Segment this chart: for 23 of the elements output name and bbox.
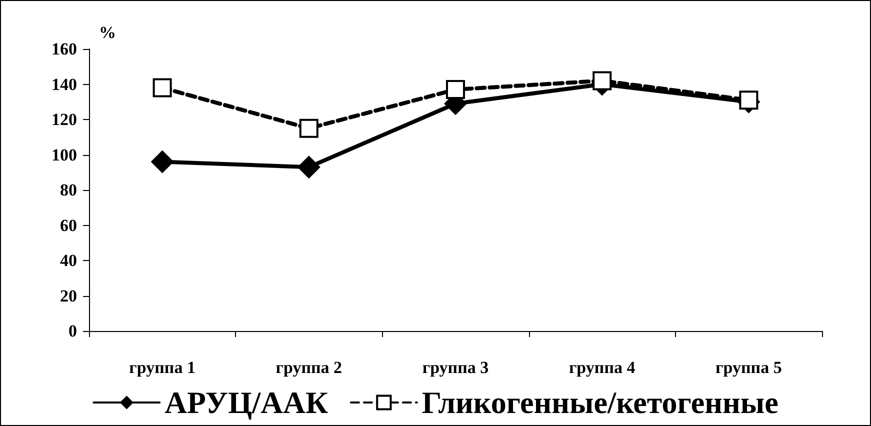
point [299, 118, 318, 138]
point [446, 80, 465, 100]
y-tick-label: 20 [60, 286, 77, 306]
x-tick-label: группа 1 [129, 358, 196, 377]
point [592, 71, 612, 90]
y-tick-label: 80 [60, 180, 77, 200]
legend-label: Гликогенные/кетогенные [422, 385, 778, 420]
legend-label: АРУЦ/ААК [164, 385, 328, 420]
y-tick-label: 60 [60, 216, 77, 235]
y-tick-label: 140 [52, 74, 77, 94]
x-tick-label: группа 2 [276, 358, 342, 377]
y-tick-label: 40 [60, 251, 77, 270]
y-tick-label: 0 [68, 322, 77, 340]
x-tick-label: группа 5 [716, 358, 782, 377]
point [150, 150, 174, 174]
y-axis-title: % [99, 23, 116, 42]
point [297, 156, 320, 179]
y-tick-label: 100 [52, 145, 77, 164]
y-tick-label: 120 [52, 110, 77, 129]
point [152, 78, 172, 98]
x-tick-label: группа 4 [568, 358, 636, 377]
x-tick-label: группа 3 [422, 358, 489, 377]
y-tick-label: 160 [52, 40, 77, 58]
